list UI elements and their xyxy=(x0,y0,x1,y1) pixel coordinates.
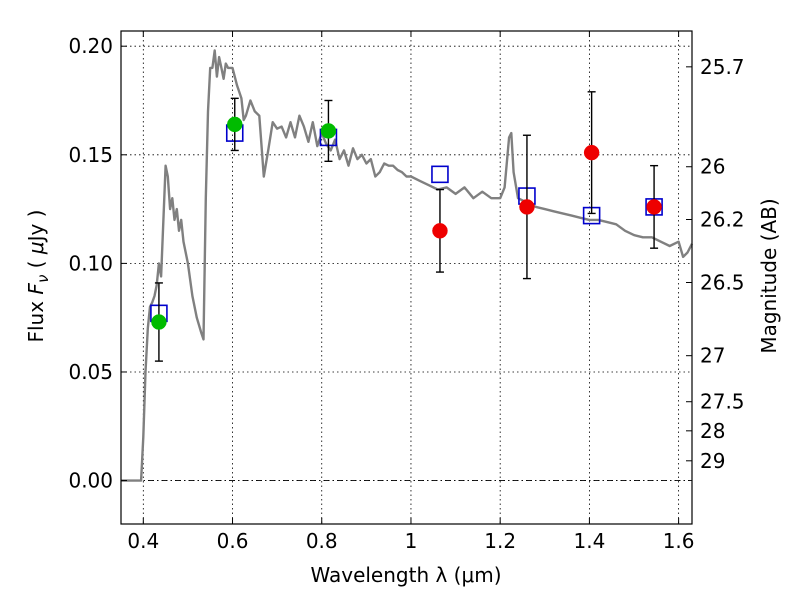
y-title-part-4: ( xyxy=(24,254,48,275)
right-tick-label: 29 xyxy=(700,449,725,473)
right-tick-label: 25.7 xyxy=(700,55,745,79)
model-photometry-square xyxy=(431,165,449,184)
y-title-part-2: F xyxy=(24,283,48,295)
x-tick-label: 1.4 xyxy=(573,529,605,553)
y-tick-label: 0.20 xyxy=(68,34,113,58)
ticks-layer: 0.4 0.6 0.8 1 1.2 1.4 1.6 0.00 0.05 0.10 0.15 0.20 2… xyxy=(68,31,745,553)
grid-layer xyxy=(121,31,692,524)
series-layer xyxy=(121,49,694,482)
right-tick-label: 26.5 xyxy=(700,270,745,294)
y-tick-label: 0.10 xyxy=(68,251,113,275)
y-title-part-3: ν xyxy=(34,275,52,283)
red-data-point xyxy=(432,223,448,239)
x-tick-label: 1.6 xyxy=(663,529,695,553)
y-axis-title: Flux Fν ( μJy ) xyxy=(24,209,52,342)
green-data-point xyxy=(227,116,243,133)
x-tick-label: 0.4 xyxy=(127,529,159,553)
y-title-part-1: Flux xyxy=(24,295,48,343)
green-data-point xyxy=(151,314,167,330)
x-tick-label: 1.2 xyxy=(484,529,516,553)
x-axis-title: Wavelength λ (μm) xyxy=(310,563,501,587)
y-title-part-6: Jy ) xyxy=(24,209,48,243)
red-data-point xyxy=(646,199,662,215)
right-tick-label: 26.2 xyxy=(700,208,745,232)
sed-model-line xyxy=(121,49,694,482)
red-data-point xyxy=(519,199,535,215)
y-tick-label: 0.00 xyxy=(68,469,113,493)
x-tick-label: 0.8 xyxy=(306,529,338,553)
x-tick-label: 1 xyxy=(405,529,418,553)
y-tick-label: 0.15 xyxy=(68,143,113,167)
right-tick-label: 27 xyxy=(700,344,725,368)
red-data-point xyxy=(583,144,600,161)
right-tick-label: 27.5 xyxy=(700,390,745,414)
right-tick-label: 26 xyxy=(700,155,725,179)
green-data-point xyxy=(320,123,337,139)
right-axis-title: Magnitude (AB) xyxy=(757,198,781,353)
right-tick-label: 28 xyxy=(700,419,725,443)
y-title-part-5: μ xyxy=(24,241,48,255)
y-tick-label: 0.05 xyxy=(68,360,113,384)
axes-frame xyxy=(120,30,693,525)
x-tick-label: 0.6 xyxy=(217,529,249,553)
